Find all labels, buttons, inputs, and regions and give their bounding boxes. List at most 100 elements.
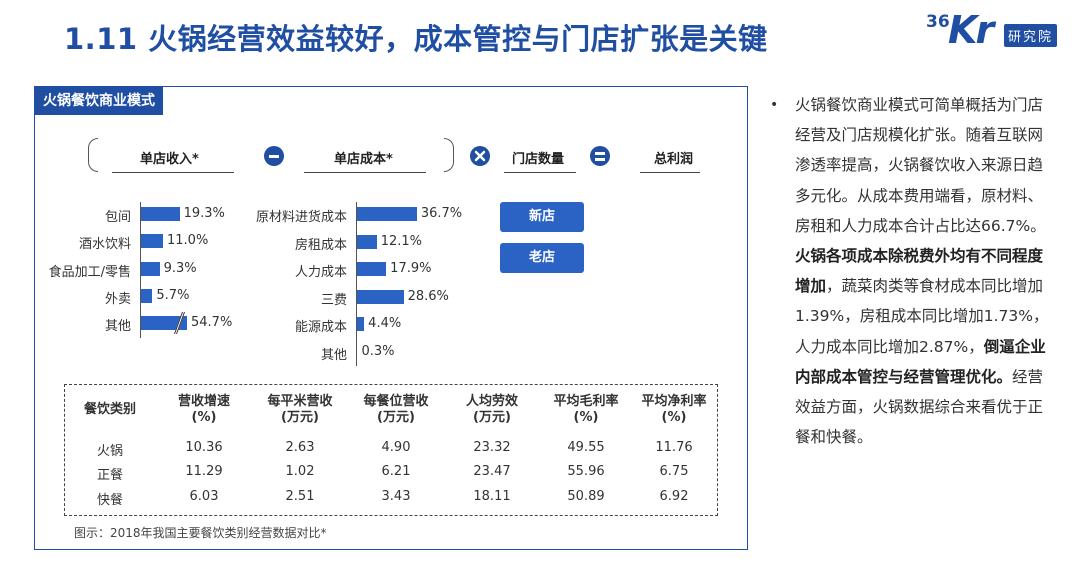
- cost-bar: [357, 207, 417, 221]
- table-cell: 6.03: [189, 489, 219, 504]
- bullet-dot: •: [770, 97, 779, 113]
- cost-bar: [357, 262, 387, 277]
- cost-underline: [304, 172, 426, 173]
- side-text-3: 经营效益方面，火锅数据综合来看优于正餐和快餐。: [795, 367, 1044, 447]
- formula-profit: 总利润: [654, 152, 694, 167]
- table-header-unit: (%): [661, 410, 687, 425]
- table-cell: 55.96: [567, 464, 605, 479]
- revenue-item-value: 19.3%: [183, 206, 225, 221]
- table-cell: 3.43: [381, 489, 411, 504]
- table-header-title: 平均毛利率: [553, 394, 619, 409]
- cost-item-label: 三费: [320, 292, 347, 308]
- table-header-unit: (%): [573, 410, 599, 425]
- table-header: 营收增速 (%): [156, 394, 252, 426]
- revenue-item-value: 9.3%: [163, 260, 197, 276]
- comparison-table: [64, 384, 718, 516]
- table-header-title: 每餐位营收: [363, 394, 429, 409]
- cost-item-value: 12.1%: [380, 233, 423, 249]
- revenue-bar: [141, 261, 160, 276]
- cost-item-label: 房租成本: [294, 237, 347, 253]
- logo-subtitle: 研究院: [1004, 24, 1058, 47]
- cost-axis: [356, 202, 358, 366]
- table-cell: 23.32: [473, 440, 511, 455]
- profit-underline: [640, 172, 700, 173]
- revenue-item-value: 11.0%: [167, 233, 209, 249]
- page-title: 1.11 火锅经营效益较好，成本管控与门店扩张是关键: [64, 22, 768, 56]
- right-paren: [444, 138, 454, 172]
- table-cell: 6.92: [659, 489, 689, 504]
- revenue-item-label: 其他: [104, 319, 131, 335]
- logo-number: 36: [926, 12, 950, 32]
- cost-item-label: 能源成本: [294, 320, 347, 336]
- table-cell: 6.21: [381, 464, 411, 479]
- table-cell: 1.02: [285, 464, 315, 479]
- table-header-title: 每平米营收: [267, 394, 333, 409]
- revenue-item-label: 食品加工/零售: [48, 264, 131, 280]
- cost-bar: [357, 317, 365, 332]
- table-header-title: 餐饮类别: [83, 402, 136, 417]
- new-store-button[interactable]: 新店: [500, 202, 584, 232]
- cost-item-value: 28.6%: [407, 288, 449, 304]
- table-cell: 18.11: [473, 489, 511, 504]
- revenue-item-label: 酒水饮料: [78, 237, 131, 253]
- cost-bar: [357, 289, 404, 304]
- table-header-title: 营收增速: [177, 394, 230, 409]
- table-header-unit: (%): [191, 410, 217, 425]
- brand-logo: 36 Kr 研究院: [926, 8, 1066, 56]
- side-paragraph: 火锅餐饮商业模式可简单概括为门店经营及门店规模化扩张。随着互联网渗透率提高，火锅…: [795, 90, 1057, 452]
- stores-underline: [504, 172, 576, 173]
- table-cell: 50.89: [567, 489, 605, 504]
- table-row-category: 快餐: [96, 493, 123, 508]
- equals-icon: [590, 146, 610, 166]
- table-cell: 2.63: [285, 440, 315, 455]
- table-header-title: 人均劳效: [465, 394, 518, 409]
- table-cell: 2.51: [285, 489, 315, 504]
- left-paren: [88, 138, 98, 172]
- cost-item-value: 0.3%: [361, 344, 395, 359]
- table-cell: 49.55: [567, 440, 605, 455]
- revenue-axis: [140, 202, 142, 338]
- table-cell: 23.47: [473, 464, 511, 479]
- formula-revenue: 单店收入*: [140, 152, 199, 167]
- side-text-bold-1: 火锅各项成本除税费外均有不同程度增加: [795, 247, 1044, 296]
- multiply-icon: [470, 146, 490, 166]
- table-header: 每餐位营收 (万元): [348, 394, 444, 426]
- revenue-item-value: 5.7%: [156, 287, 190, 303]
- cost-item-value: 4.4%: [368, 316, 402, 332]
- revenue-item-label: 外卖: [104, 291, 131, 307]
- revenue-item-value: 54.7%: [191, 315, 233, 331]
- revenue-bar: [141, 288, 153, 303]
- table-header-unit: (万元): [377, 410, 415, 425]
- revenue-underline: [112, 172, 234, 173]
- cost-item-value: 36.7%: [420, 206, 463, 221]
- table-cell: 6.75: [659, 464, 689, 479]
- cost-item-label: 原材料进货成本: [255, 210, 347, 225]
- side-text-1: 火锅餐饮商业模式可简单概括为门店经营及门店规模化扩张。随着互联网渗透率提高，火锅…: [795, 96, 1046, 235]
- revenue-bar: [141, 234, 163, 249]
- business-model-panel: 火锅餐饮商业模式: [34, 86, 748, 550]
- table-cell: 11.29: [185, 464, 223, 479]
- table-header: 餐饮类别: [62, 402, 158, 418]
- table-header-title: 平均净利率: [641, 394, 707, 409]
- cost-item-label: 其他: [320, 348, 347, 363]
- table-header-unit: (万元): [473, 410, 511, 425]
- table-header: 每平米营收 (万元): [252, 394, 348, 426]
- minus-icon: [264, 146, 284, 166]
- formula-stores: 门店数量: [512, 152, 565, 167]
- cost-item-value: 17.9%: [390, 261, 432, 277]
- table-caption: 图示：2018年我国主要餐饮类别经营数据对比*: [74, 526, 327, 540]
- table-header-unit: (万元): [281, 410, 319, 425]
- table-row-category: 火锅: [96, 444, 123, 459]
- cost-item-label: 人力成本: [294, 265, 347, 281]
- table-header: 平均净利率 (%): [626, 394, 722, 426]
- table-header: 人均劳效 (万元): [444, 394, 540, 426]
- revenue-bar: [141, 207, 180, 221]
- table-row-category: 正餐: [96, 468, 123, 483]
- panel-tag: 火锅餐饮商业模式: [35, 87, 163, 115]
- old-store-button[interactable]: 老店: [500, 243, 584, 273]
- table-cell: 10.36: [185, 440, 223, 455]
- revenue-item-label: 包间: [104, 210, 131, 225]
- formula-cost: 单店成本*: [334, 152, 393, 167]
- table-cell: 11.76: [655, 440, 693, 455]
- side-text-bold-2: 倒逼企业内部成本管控与经营管理优化。: [795, 337, 1046, 386]
